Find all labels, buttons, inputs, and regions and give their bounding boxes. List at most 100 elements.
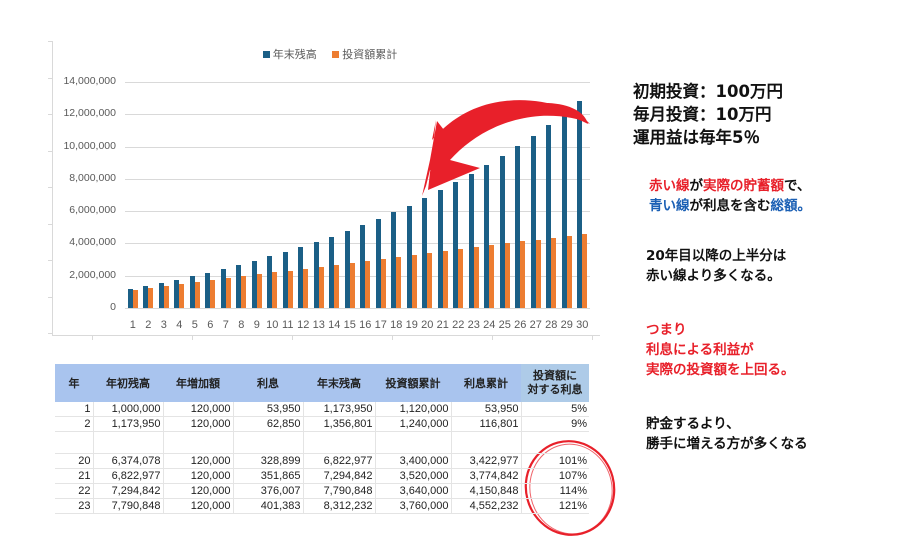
bar-cumulative-investment — [194, 282, 200, 308]
table-cell: 62,850 — [233, 416, 304, 432]
bar-cumulative-investment — [520, 241, 526, 308]
total-amount-term: 総額。 — [770, 198, 812, 214]
bar-cumulative-investment — [365, 260, 371, 308]
bar-year-end-balance — [127, 289, 133, 308]
bar-cumulative-investment — [334, 264, 340, 308]
table-row: 2 1,173,950 120,000 62,850 1,356,801 1,240,00… — [55, 416, 589, 432]
table-cell: 6,374,078 — [93, 453, 164, 469]
x-axis-label: 8 — [238, 319, 245, 331]
bar-cumulative-investment — [287, 270, 293, 308]
conclusion-line-1: つまり — [646, 322, 687, 338]
bar-cumulative-investment — [566, 235, 572, 308]
bar-year-end-balance — [530, 135, 536, 308]
table-cell: 1,240,000 — [375, 416, 452, 432]
header-interest-ratio-line2: 対する利息 — [527, 384, 583, 396]
bar-year-end-balance — [422, 197, 428, 308]
actual-savings-term: 実際の貯蓄額 — [703, 178, 784, 194]
bar-year-end-balance — [344, 230, 350, 308]
blue-line-explanation: 青い線が利息を含む総額。 — [649, 196, 811, 216]
chart-frame-ticks-left — [48, 41, 52, 335]
table-cell: 8,312,232 — [303, 498, 376, 514]
bar-cumulative-investment — [318, 266, 324, 308]
bar-cumulative-investment — [241, 276, 247, 308]
gridline — [125, 308, 590, 309]
bar-year-end-balance — [313, 241, 319, 308]
empty-cell — [163, 431, 234, 454]
empty-cell — [521, 431, 589, 454]
x-axis-label: 27 — [529, 319, 542, 331]
bar-cumulative-investment — [163, 286, 169, 308]
header-annual-addition: 年増加額 — [163, 364, 233, 402]
table-cell: 7,294,842 — [93, 483, 164, 499]
y-axis-label: 8,000,000 — [69, 171, 116, 184]
bar-year-end-balance — [515, 145, 521, 308]
y-axis-label: 12,000,000 — [63, 107, 116, 120]
empty-cell — [375, 431, 452, 454]
red-line-explanation: 赤い線が実際の貯蓄額で、 — [649, 176, 811, 196]
table-header-row: 年 年初残高 年増加額 利息 年末残高 投資額累計 利息累計 投資額に 対する利… — [55, 364, 589, 402]
bar-cumulative-investment — [303, 268, 309, 308]
bar-year-end-balance — [205, 272, 211, 308]
table-cell: 22 — [55, 483, 94, 499]
blue-line-term: 青い線 — [649, 198, 690, 214]
bar-year-end-balance — [174, 279, 180, 308]
table-row: 22 7,294,842 120,000 376,007 7,790,848 3,640,… — [55, 483, 589, 499]
table-cell: 6,822,977 — [93, 468, 164, 484]
gridline — [125, 114, 590, 116]
x-axis-label: 15 — [343, 319, 356, 331]
x-axis-label: 18 — [390, 319, 403, 331]
summary-note: 貯金するより、 勝手に増える方が多くなる — [646, 414, 808, 454]
bar-cumulative-investment — [256, 274, 262, 308]
y-axis-label: 4,000,000 — [69, 236, 116, 249]
text: が利息を含む — [689, 198, 771, 214]
bar-year-end-balance — [391, 212, 397, 308]
bar-year-end-balance — [329, 236, 335, 308]
header-interest-ratio-line1: 投資額に — [533, 370, 577, 382]
empty-cell — [55, 431, 94, 454]
bar-year-end-balance — [298, 246, 304, 308]
x-axis-label: 16 — [359, 319, 372, 331]
bar-year-end-balance — [561, 113, 567, 308]
bar-cumulative-investment — [132, 289, 138, 308]
gridline — [125, 82, 590, 83]
bar-year-end-balance — [375, 218, 381, 308]
header-cumulative-interest: 利息累計 — [451, 364, 521, 402]
table-cell: 107% — [521, 468, 589, 484]
table-row: 21 6,822,977 120,000 351,865 7,294,842 3,520,… — [55, 468, 589, 484]
conclusion-line-2: 利息による利益が — [646, 342, 754, 358]
observation-note: 20年目以降の上半分は 赤い線より多くなる。 — [646, 246, 786, 286]
bar-cumulative-investment — [411, 255, 417, 308]
x-axis-label: 19 — [405, 319, 418, 331]
table-cell: 4,150,848 — [451, 483, 522, 499]
x-axis-label: 30 — [576, 319, 589, 331]
bar-year-end-balance — [236, 264, 242, 308]
table-cell: 1,000,000 — [93, 402, 164, 417]
x-axis-label: 13 — [312, 319, 325, 331]
table-cell: 3,760,000 — [375, 498, 452, 514]
conclusion-line-3: 実際の投資額を上回る。 — [646, 362, 795, 378]
bar-year-end-balance — [143, 286, 149, 308]
x-axis-label: 23 — [467, 319, 480, 331]
table-cell: 2 — [55, 416, 94, 432]
table-cell: 1,356,801 — [303, 416, 376, 432]
bar-year-end-balance — [453, 182, 459, 308]
bar-cumulative-investment — [179, 284, 185, 308]
bar-cumulative-investment — [535, 239, 541, 308]
table-cell: 1,173,950 — [303, 402, 376, 417]
empty-cell — [303, 431, 376, 454]
bar-cumulative-investment — [473, 247, 479, 308]
header-cumulative-investment: 投資額累計 — [375, 364, 451, 402]
header-interest: 利息 — [233, 364, 303, 402]
text: が — [689, 178, 704, 194]
bar-year-end-balance — [577, 101, 583, 308]
gridline — [125, 178, 590, 180]
table-cell: 351,865 — [233, 468, 304, 484]
y-axis-label: 0 — [110, 301, 116, 313]
bar-year-end-balance — [406, 205, 412, 308]
table-cell: 376,007 — [233, 483, 304, 499]
x-axis-label: 5 — [191, 319, 198, 331]
bar-cumulative-investment — [582, 233, 588, 308]
legend-swatch-icon — [332, 50, 340, 58]
header-start-balance: 年初残高 — [93, 364, 163, 402]
table-cell: 21 — [55, 468, 94, 484]
